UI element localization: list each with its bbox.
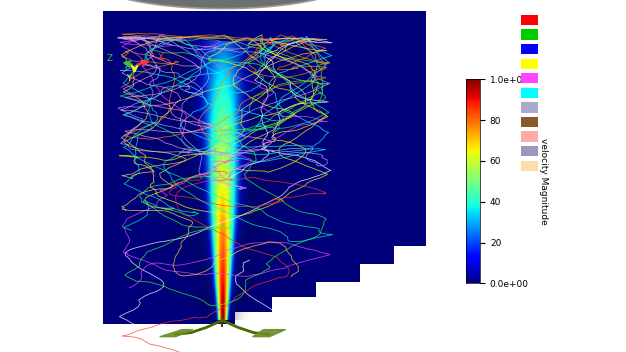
Text: Y: Y [126,74,131,83]
Bar [520,131,538,142]
Bar [520,58,538,69]
Text: Z: Z [107,54,113,63]
Bar [520,44,538,54]
Bar [520,102,538,113]
Bar [520,30,538,40]
Y-axis label: velocity Magnitude: velocity Magnitude [540,138,548,225]
Bar [520,73,538,83]
Polygon shape [103,11,426,324]
Bar [520,161,538,171]
Bar [520,117,538,127]
Bar [520,88,538,98]
Bar [520,146,538,156]
Bar [520,15,538,25]
Polygon shape [104,0,365,8]
Text: X: X [158,53,164,62]
